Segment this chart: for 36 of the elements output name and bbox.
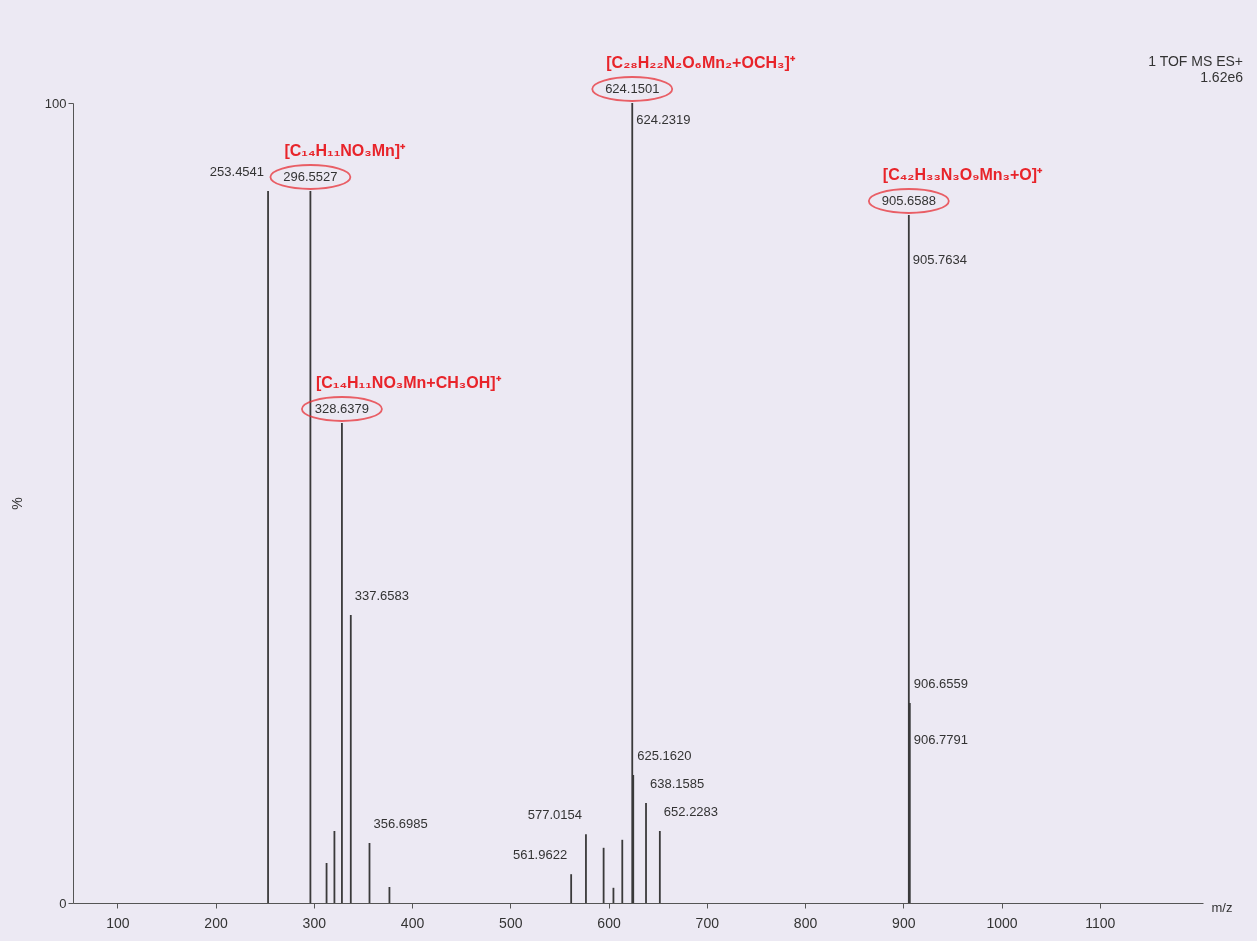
annotation: 337.6583: [354, 588, 410, 603]
x-tick-label: 1000: [986, 914, 1018, 931]
x-tick-label: 300: [302, 914, 327, 931]
x-tick-label: 100: [106, 914, 130, 931]
x-tick-label: 200: [204, 914, 228, 931]
annotation: [C₄₂H₃₃N₃O₉Mn₃+O]⁺: [882, 166, 1044, 183]
x-tick-label: 400: [400, 914, 425, 931]
annotation: 296.5527: [283, 169, 338, 184]
annotation: 905.7634: [912, 252, 968, 267]
y-tick-label: 0: [59, 895, 67, 911]
x-tick-label: 700: [695, 914, 720, 931]
annotation: [C₂₈H₂₂N₂O₆Mn₂+OCH₃]⁺: [606, 54, 796, 71]
annotation: 652.2283: [663, 804, 719, 819]
x-tick-label: 600: [597, 914, 621, 931]
annotation: 624.2319: [636, 112, 691, 127]
annotation: 906.7791: [913, 732, 969, 747]
annotation: 905.6588: [881, 193, 936, 208]
text: 1 TOF MS ES+: [1148, 53, 1243, 69]
annotation: [C₁₄H₁₁NO₃Mn]⁺: [284, 142, 407, 159]
annotation: 624.1501: [605, 81, 660, 96]
annotation: 638.1585: [650, 776, 705, 791]
annotation: 328.6379: [314, 401, 370, 416]
x-tick-label: 500: [499, 914, 523, 931]
x-axis-title: m/z: [1211, 899, 1233, 915]
x-tick-label: 800: [793, 914, 818, 931]
x-tick-label: 1100: [1085, 914, 1116, 931]
annotation: 561.9622: [512, 847, 568, 863]
annotation: 625.1620: [637, 748, 692, 763]
annotation: 906.6559: [913, 676, 969, 691]
annotation: [C₁₄H₁₁NO₃Mn+CH₃OH]⁺: [315, 374, 502, 391]
y-axis-title: %: [8, 497, 25, 510]
annotation: 253.4541: [209, 164, 265, 179]
x-tick-label: 900: [892, 914, 916, 931]
annotation: 577.0154: [527, 807, 582, 823]
text: 1.62e6: [1200, 69, 1244, 85]
annotation: 356.6985: [373, 816, 428, 831]
